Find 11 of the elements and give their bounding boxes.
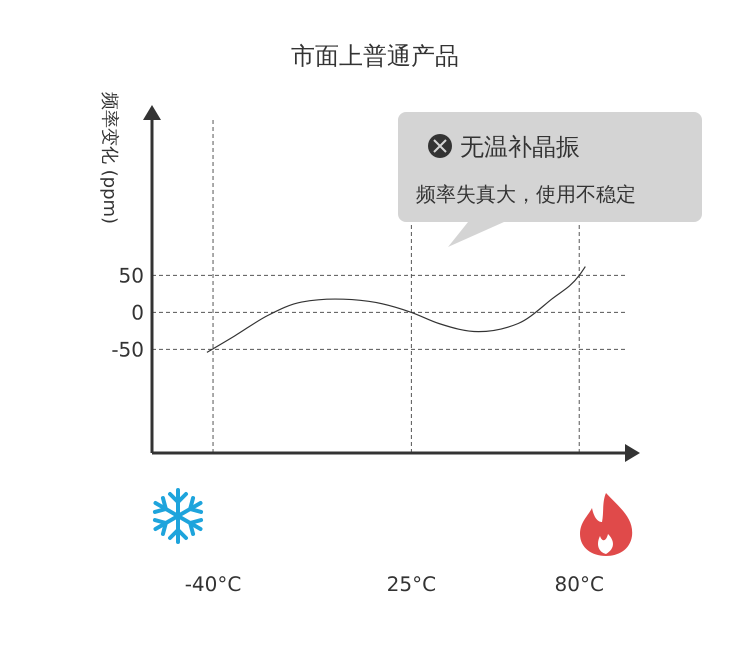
annotation: 频率失真大，使用不稳定 [416, 182, 636, 206]
y-axis-title: 频率变化 (ppm) [99, 92, 120, 224]
annotation: 无温补晶振 [460, 133, 580, 161]
y-tick-label: 0 [131, 300, 144, 324]
y-tick-label: 50 [118, 264, 144, 288]
x-tick-label: -40°C [184, 572, 242, 596]
x-tick-label: 25°C [386, 572, 436, 596]
chart-title: 市面上普通产品 [290, 41, 460, 72]
line-series [206, 266, 586, 353]
x-tick-label: 80°C [554, 572, 604, 596]
y-tick-label: -50 [111, 338, 144, 362]
